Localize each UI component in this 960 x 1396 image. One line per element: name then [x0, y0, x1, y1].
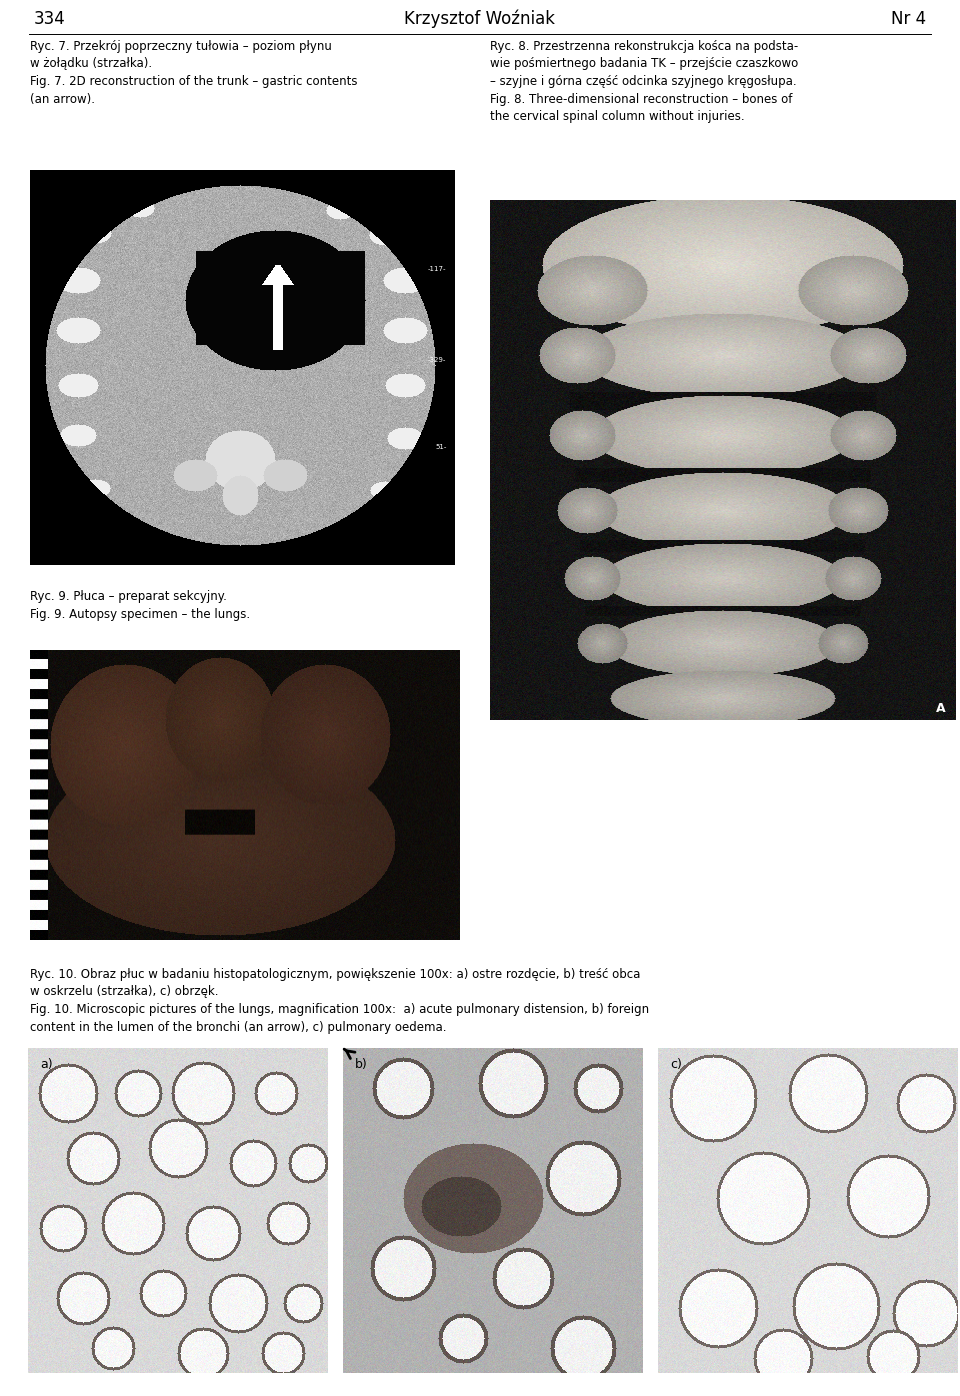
Text: -117-: -117- [428, 265, 446, 272]
Text: 51-: 51- [435, 444, 446, 450]
Text: Ryc. 9. Płuca – preparat sekcyjny.
Fig. 9. Autopsy specimen – the lungs.: Ryc. 9. Płuca – preparat sekcyjny. Fig. … [30, 591, 251, 620]
Text: Nr 4: Nr 4 [891, 10, 926, 28]
Text: -329-: -329- [428, 356, 446, 363]
Text: 334: 334 [34, 10, 65, 28]
Text: Ryc. 10. Obraz płuc w badaniu histopatologicznym, powiększenie 100x: a) ostre ro: Ryc. 10. Obraz płuc w badaniu histopatol… [30, 967, 649, 1033]
Text: A: A [936, 702, 946, 715]
Text: Ryc. 7. Przekrój poprzeczny tułowia – poziom płynu
w żołądku (strzałka).
Fig. 7.: Ryc. 7. Przekrój poprzeczny tułowia – po… [30, 40, 357, 106]
Text: Ryc. 8. Przestrzenna rekonstrukcja kośca na podsta-
wie pośmiertnego badania TK : Ryc. 8. Przestrzenna rekonstrukcja kośca… [490, 40, 799, 123]
Text: Krzysztof Woźniak: Krzysztof Woźniak [404, 10, 556, 28]
Text: a): a) [40, 1058, 53, 1071]
Text: b): b) [355, 1058, 368, 1071]
Text: c): c) [670, 1058, 682, 1071]
